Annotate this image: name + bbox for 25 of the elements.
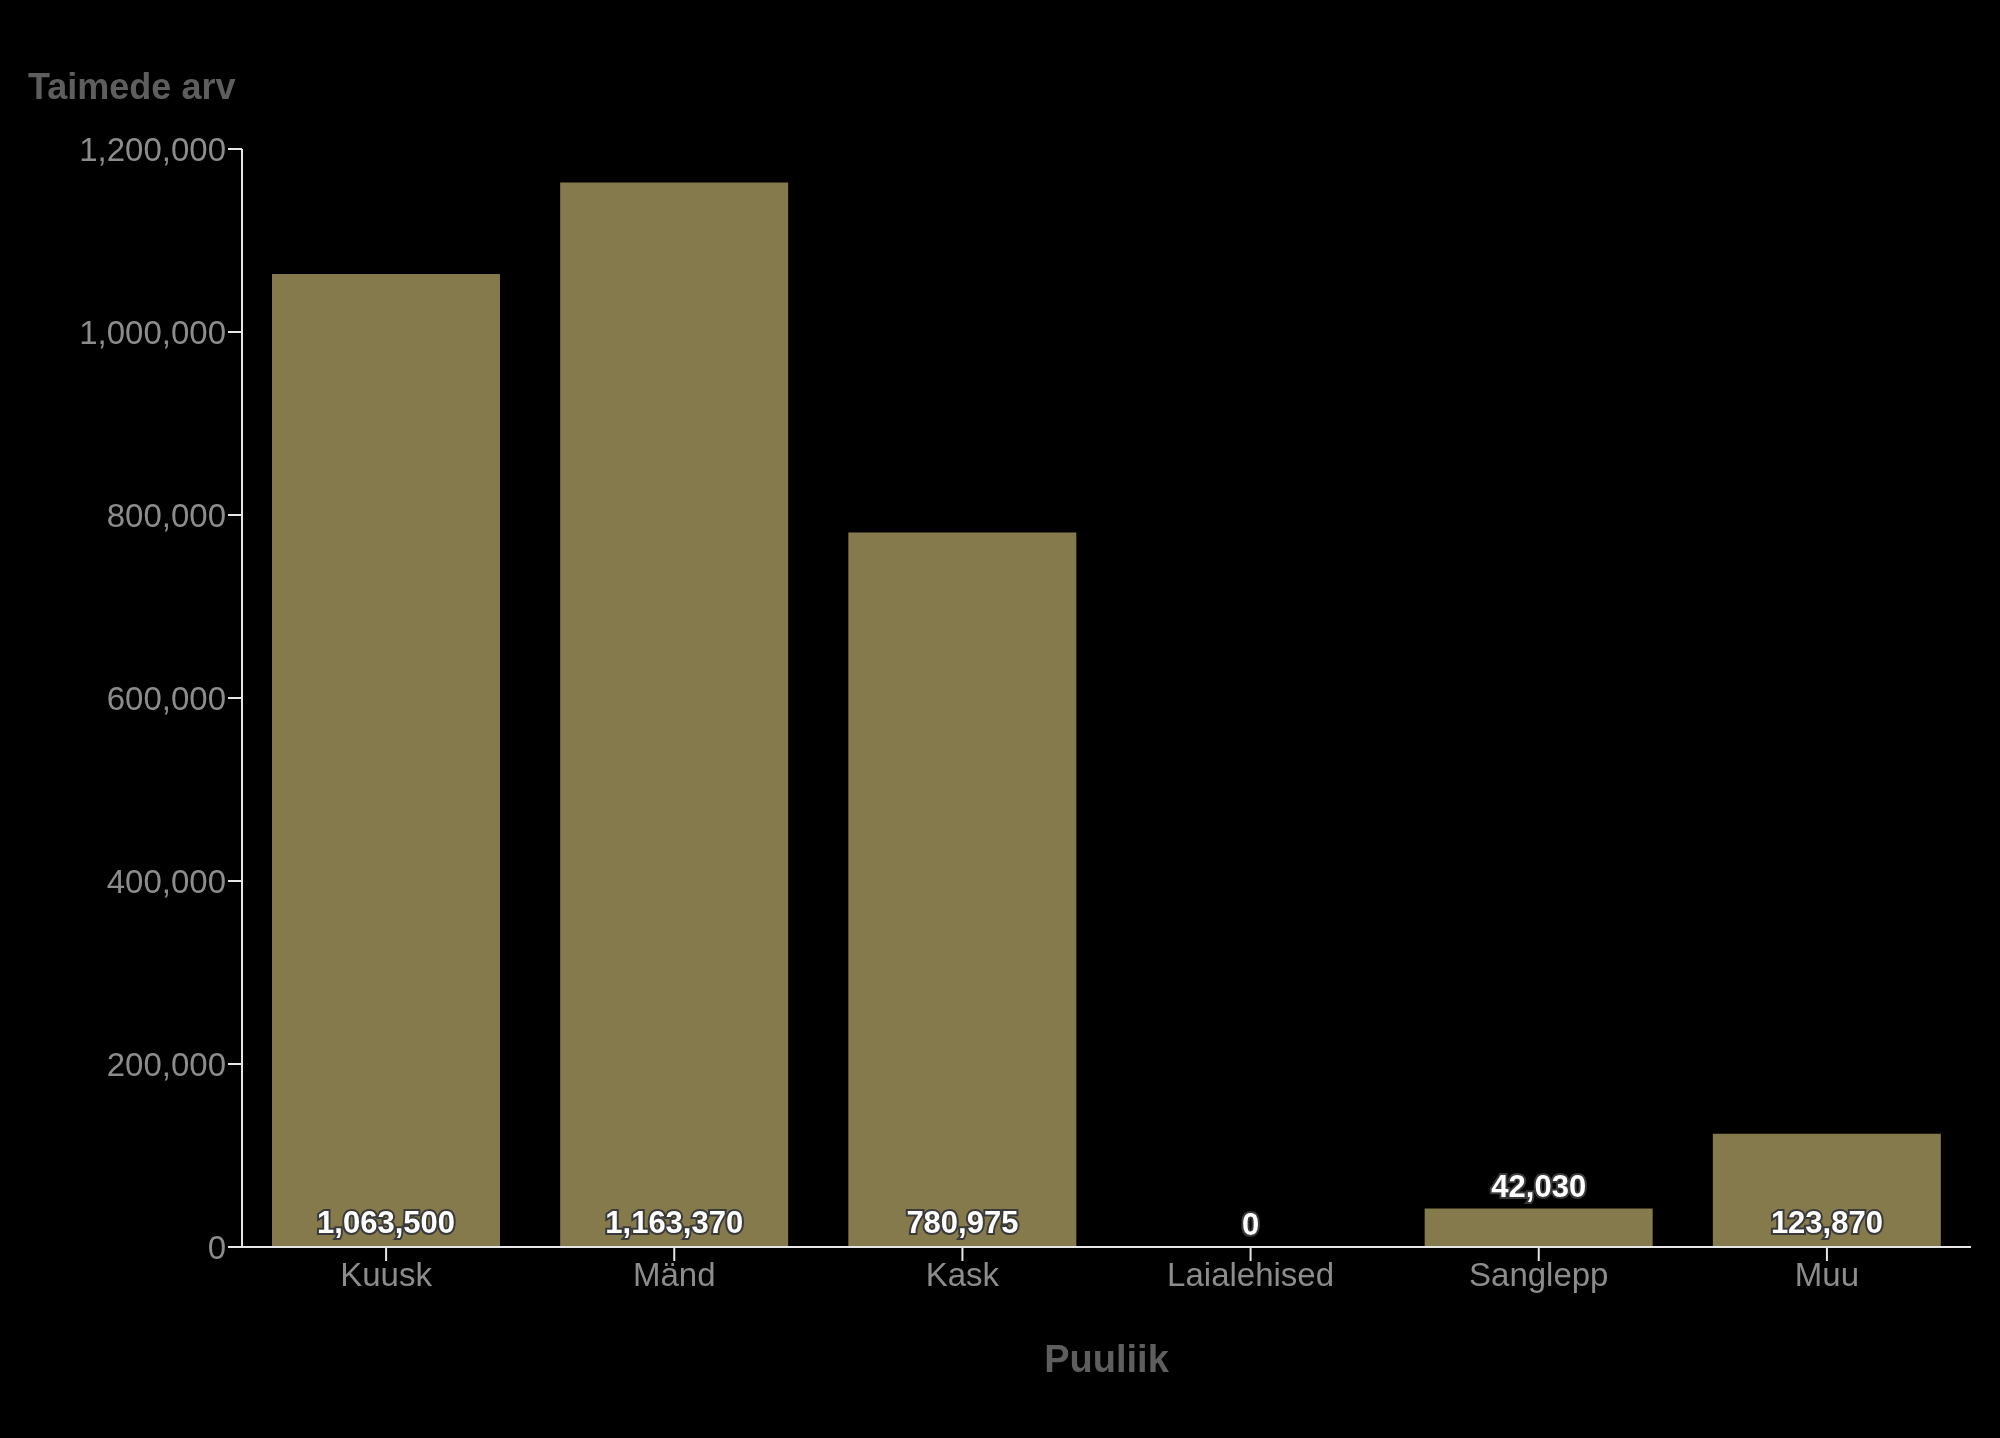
y-tick-label: 400,000 bbox=[106, 862, 226, 900]
data-label: 42,030 bbox=[1491, 1168, 1587, 1204]
bar bbox=[560, 182, 789, 1247]
x-tick-label: Laialehised bbox=[1167, 1256, 1335, 1294]
x-tick-label: Mänd bbox=[632, 1256, 716, 1294]
data-label: 1,063,500 bbox=[317, 1205, 456, 1240]
y-tick-label: 600,000 bbox=[106, 679, 226, 717]
x-axis-title: Puuliik bbox=[1043, 1338, 1170, 1381]
bar bbox=[1424, 1208, 1653, 1247]
bar bbox=[272, 273, 500, 1247]
data-label: 1,163,370 bbox=[605, 1205, 744, 1240]
y-tick-label: 0 bbox=[207, 1228, 226, 1266]
y-tick-label: 200,000 bbox=[106, 1045, 226, 1083]
y-axis-title: Taimede arv bbox=[28, 66, 236, 108]
data-label: 780,975 bbox=[906, 1205, 1019, 1240]
bar bbox=[848, 532, 1077, 1247]
y-tick-label: 1,000,000 bbox=[79, 313, 226, 351]
x-tick-label: Kuusk bbox=[340, 1256, 433, 1294]
x-tick-label: Kask bbox=[925, 1256, 1000, 1294]
data-label: 0 bbox=[1241, 1207, 1260, 1242]
y-tick-label: 1,200,000 bbox=[79, 130, 226, 168]
x-tick-label: Sanglepp bbox=[1469, 1256, 1609, 1294]
y-tick-label: 800,000 bbox=[106, 496, 226, 534]
x-tick-label: Muu bbox=[1794, 1256, 1860, 1294]
data-label: 123,870 bbox=[1770, 1205, 1883, 1240]
